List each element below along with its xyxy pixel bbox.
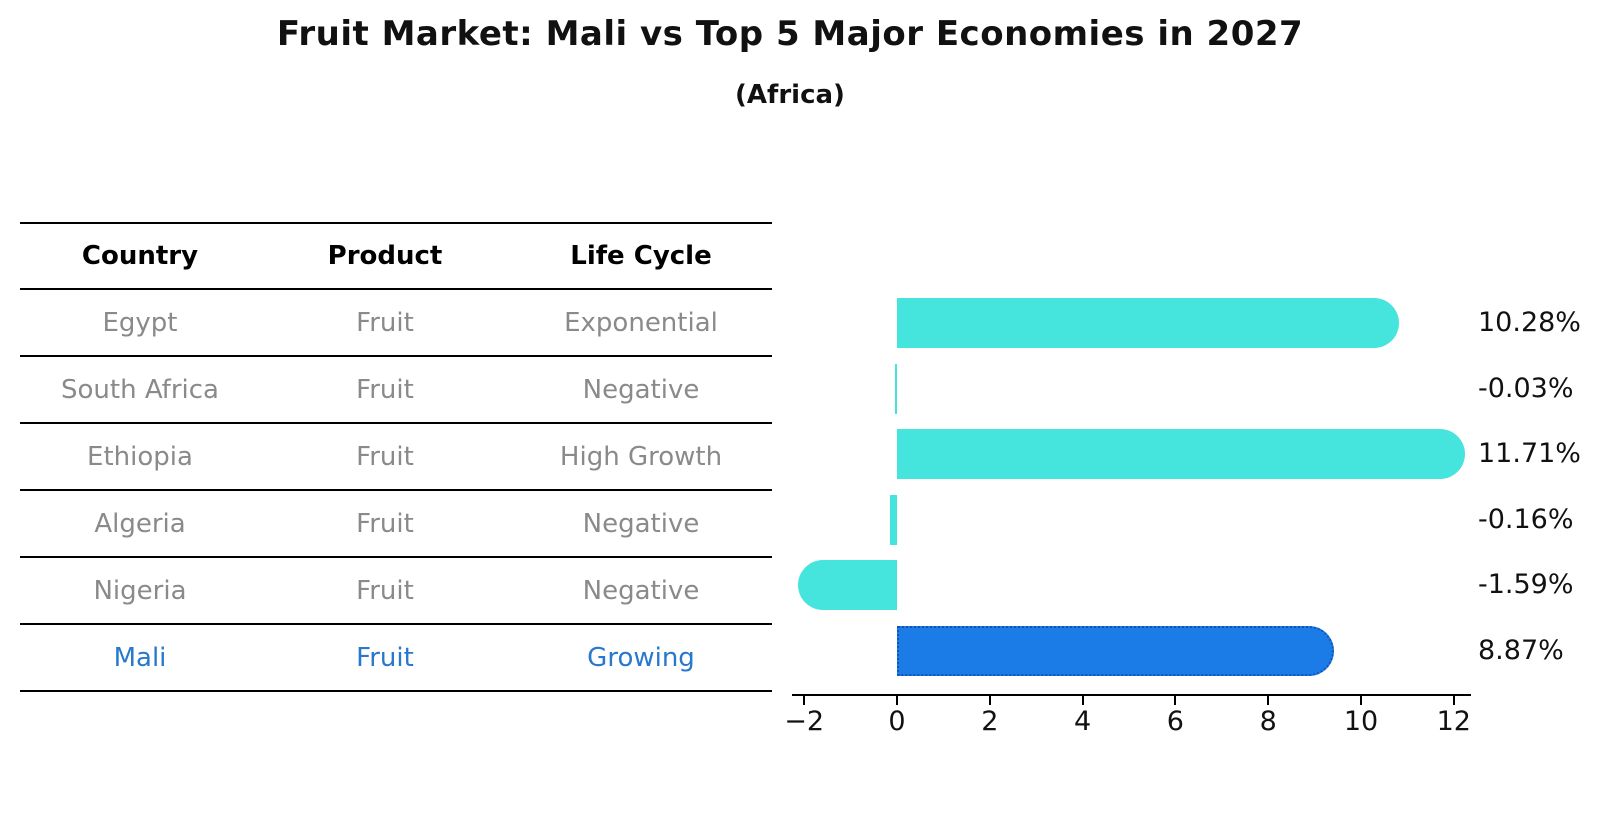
x-tick-2 bbox=[988, 696, 991, 705]
x-tick-label-12: 12 bbox=[1436, 706, 1471, 737]
bar-south-africa bbox=[895, 363, 897, 414]
header-product: Product bbox=[327, 241, 443, 271]
cell-product: Fruit bbox=[356, 575, 414, 606]
cell-country: South Africa bbox=[61, 374, 219, 405]
table-row-south-africa: South Africa Fruit Negative bbox=[20, 357, 772, 424]
x-tick-10 bbox=[1360, 696, 1362, 705]
header-life-cycle: Life Cycle bbox=[570, 241, 712, 271]
cell-life-cycle: Exponential bbox=[564, 307, 718, 338]
country-table: Country Product Life Cycle Egypt Fruit E… bbox=[20, 222, 772, 692]
x-axis-line bbox=[792, 694, 1471, 696]
bar-egypt bbox=[897, 298, 1399, 348]
x-tick-label-0: 0 bbox=[888, 706, 906, 737]
cell-country: Algeria bbox=[94, 508, 186, 539]
value-label-ethiopia: 11.71% bbox=[1478, 438, 1581, 469]
x-tick--2 bbox=[803, 696, 806, 705]
cell-life-cycle: Negative bbox=[582, 575, 700, 606]
x-tick-label-10: 10 bbox=[1343, 706, 1379, 737]
cell-product: Fruit bbox=[356, 642, 414, 673]
x-tick-label--2: −2 bbox=[784, 706, 825, 737]
cell-product: Fruit bbox=[356, 307, 414, 338]
value-label-egypt: 10.28% bbox=[1478, 307, 1581, 338]
x-tick-4 bbox=[1081, 696, 1084, 705]
table-header-row: Country Product Life Cycle bbox=[20, 224, 772, 290]
cell-life-cycle: Growing bbox=[587, 642, 695, 673]
header-country: Country bbox=[81, 241, 199, 271]
x-tick-12 bbox=[1452, 696, 1455, 705]
value-label-south-africa: -0.03% bbox=[1478, 372, 1574, 404]
cell-product: Fruit bbox=[356, 441, 414, 472]
x-tick-6 bbox=[1174, 696, 1177, 705]
table-row-nigeria: Nigeria Fruit Negative bbox=[20, 558, 772, 625]
table-row-algeria: Algeria Fruit Negative bbox=[20, 491, 772, 558]
chart-title: Fruit Market: Mali vs Top 5 Major Econom… bbox=[276, 14, 1304, 54]
table-row-mali: Mali Fruit Growing bbox=[20, 625, 772, 692]
cell-product: Fruit bbox=[356, 508, 414, 539]
value-label-nigeria: -1.59% bbox=[1478, 569, 1574, 600]
bar-ethiopia bbox=[897, 429, 1466, 479]
x-tick-8 bbox=[1267, 696, 1270, 705]
bar-nigeria bbox=[798, 560, 897, 610]
chart-subtitle: (Africa) bbox=[735, 80, 845, 110]
value-label-mali: 8.87% bbox=[1478, 634, 1564, 666]
bar-mali bbox=[897, 625, 1334, 676]
table-row-egypt: Egypt Fruit Exponential bbox=[20, 290, 772, 357]
cell-life-cycle: High Growth bbox=[559, 441, 723, 472]
value-label-algeria: -0.16% bbox=[1478, 503, 1574, 535]
x-tick-label-4: 4 bbox=[1074, 706, 1092, 737]
x-tick-label-2: 2 bbox=[981, 706, 999, 737]
cell-product: Fruit bbox=[356, 374, 414, 405]
cell-country: Mali bbox=[113, 642, 167, 673]
x-tick-label-8: 8 bbox=[1259, 706, 1277, 737]
cell-life-cycle: Negative bbox=[582, 508, 700, 539]
x-tick-0 bbox=[896, 696, 898, 705]
cell-country: Nigeria bbox=[93, 575, 187, 606]
bar-algeria bbox=[889, 494, 897, 545]
cell-life-cycle: Negative bbox=[582, 374, 700, 405]
cell-country: Ethiopia bbox=[87, 441, 193, 472]
cell-country: Egypt bbox=[102, 307, 178, 338]
table-row-ethiopia: Ethiopia Fruit High Growth bbox=[20, 424, 772, 491]
x-tick-label-6: 6 bbox=[1166, 706, 1184, 737]
